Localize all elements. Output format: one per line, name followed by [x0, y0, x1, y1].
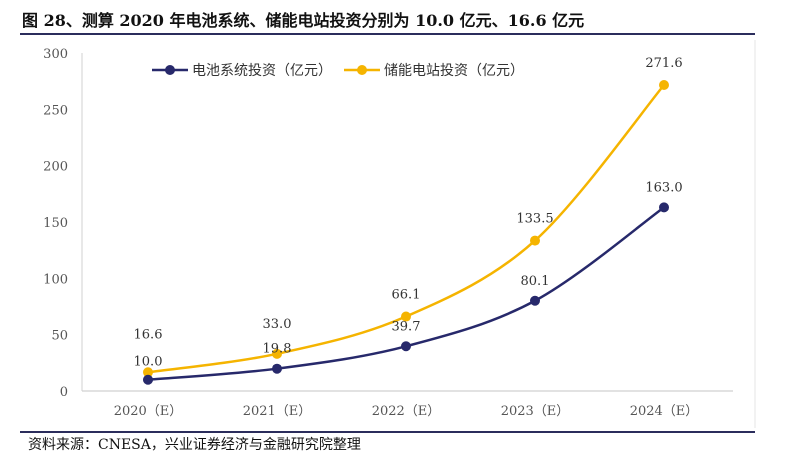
data-point: [659, 79, 669, 90]
y-tick-label: 100: [43, 272, 68, 287]
data-point: [530, 235, 540, 246]
x-tick-label: 2020（E）: [114, 404, 183, 419]
data-label: 271.6: [645, 56, 682, 71]
x-tick-label: 2023（E）: [501, 404, 570, 419]
source-rule: [20, 431, 755, 433]
data-point: [401, 311, 411, 322]
data-label: 163.0: [645, 180, 682, 195]
series-line-2: [147, 84, 665, 374]
data-label: 10.0: [134, 355, 163, 370]
legend-label: 电池系统投资（亿元）: [192, 63, 332, 79]
y-tick-label: 250: [43, 103, 68, 118]
data-label: 39.7: [392, 319, 421, 334]
data-point: [272, 363, 282, 374]
data-label: 133.5: [516, 212, 553, 227]
x-tick-label: 2021（E）: [243, 404, 312, 419]
source-note: 资料来源：CNESA，兴业证券经济与金融研究院整理: [28, 437, 361, 453]
y-tick-label: 300: [43, 47, 68, 62]
data-point: [143, 374, 153, 385]
legend-marker: [357, 65, 367, 75]
data-point: [143, 367, 153, 378]
y-tick-label: 50: [51, 329, 68, 344]
data-point: [401, 341, 411, 352]
data-label: 66.1: [392, 288, 421, 303]
data-label: 16.6: [134, 327, 163, 342]
data-label: 80.1: [521, 274, 550, 289]
title-rule: [20, 33, 755, 35]
legend-marker: [165, 65, 175, 75]
x-tick-label: 2024（E）: [630, 404, 699, 419]
figure-title: 图 28、测算 2020 年电池系统、储能电站投资分别为 10.0 亿元、16.…: [22, 11, 585, 30]
data-point: [272, 348, 282, 359]
y-tick-label: 0: [60, 385, 68, 400]
y-tick-label: 200: [43, 160, 68, 175]
legend-label: 储能电站投资（亿元）: [384, 63, 524, 79]
x-tick-label: 2022（E）: [372, 404, 441, 419]
data-point: [530, 295, 540, 306]
data-point: [659, 202, 669, 213]
y-tick-label: 150: [43, 216, 68, 231]
data-label: 33.0: [263, 317, 292, 332]
data-label: 19.8: [263, 342, 292, 357]
